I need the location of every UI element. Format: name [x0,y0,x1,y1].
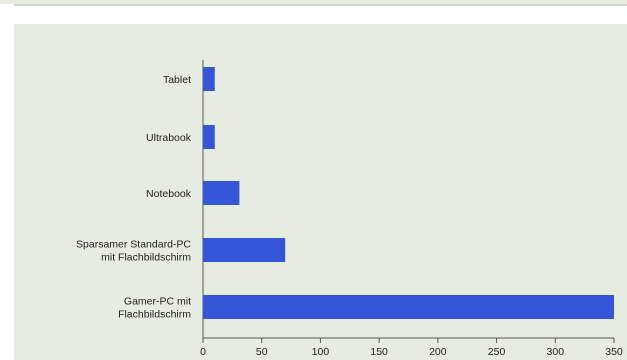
x-tick-label-0: 0 [200,346,206,358]
category-label-4-line-0: Gamer-PC mit [124,296,191,308]
bar-4 [203,295,614,319]
category-label-4-line-1: Flachbildschirm [118,309,191,321]
category-label-1: Ultrabook [146,132,192,144]
x-tick-label-4: 200 [429,346,447,358]
x-tick-label-7: 350 [605,346,623,358]
bar-0 [203,67,215,91]
x-tick-label-6: 300 [547,346,565,358]
bar-3 [203,238,286,262]
header-band [0,0,627,4]
bar-1 [203,125,215,149]
x-tick-label-3: 150 [370,346,388,358]
header-divider [14,4,627,6]
category-label-0: Tablet [163,74,191,86]
category-label-3-line-1: mit Flachbildschirm [101,252,191,264]
x-tick-label-1: 50 [256,346,268,358]
x-tick-label-2: 100 [312,346,330,358]
category-label-2: Notebook [146,188,192,200]
bar-2 [203,181,240,205]
x-tick-label-5: 250 [488,346,506,358]
category-label-3-line-0: Sparsamer Standard-PC [76,239,191,251]
